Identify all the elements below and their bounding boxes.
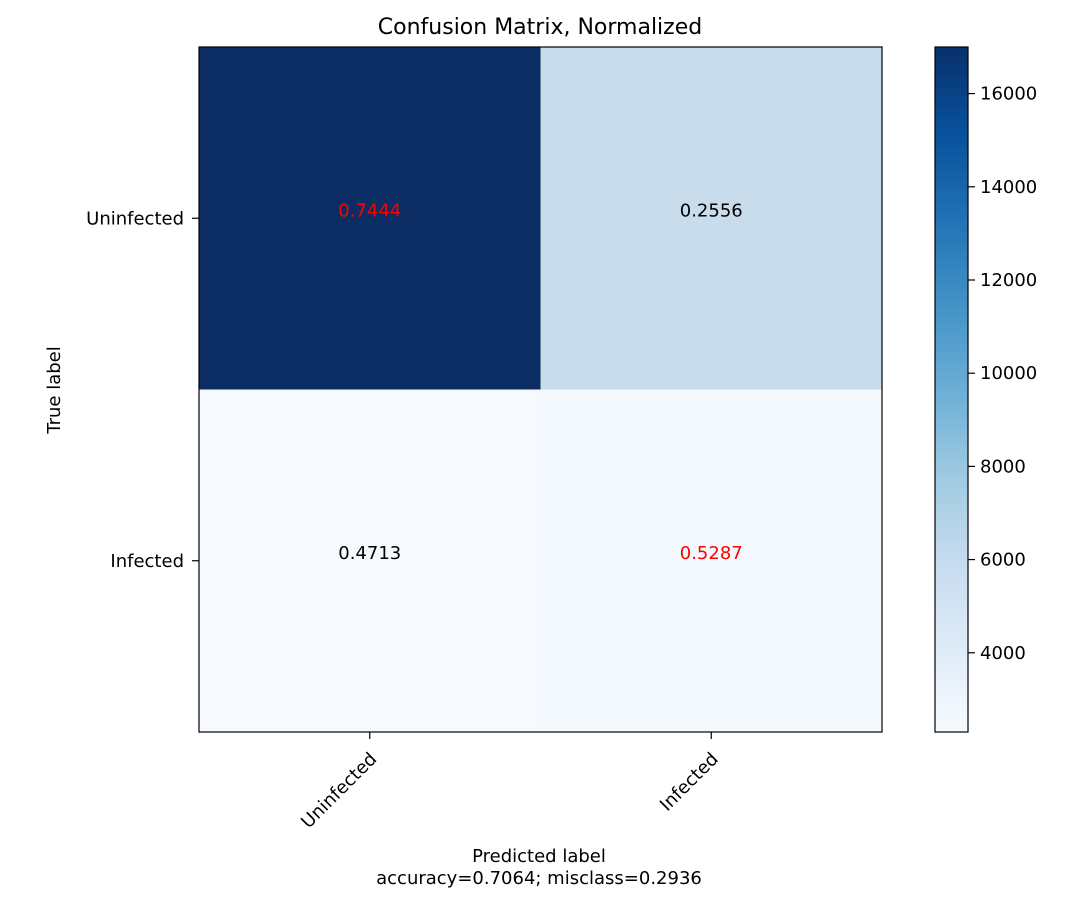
y-tick-label: Infected: [110, 551, 184, 572]
colorbar-ticks: 4000 6000 8000 10000 12000 14000 16000: [968, 84, 1037, 664]
x-tick-label: Uninfected: [297, 749, 381, 833]
cell-value-label: 0.5287: [680, 543, 743, 564]
colorbar-tick-label: 10000: [980, 363, 1037, 384]
cell-value-label: 0.7444: [338, 200, 401, 221]
heatmap-cells: [199, 47, 882, 732]
colorbar-tick-label: 8000: [980, 456, 1026, 477]
heatmap-cell: [540, 389, 882, 732]
chart-title: Confusion Matrix, Normalized: [378, 15, 702, 40]
cell-value-label: 0.4713: [338, 543, 401, 564]
colorbar-tick-label: 6000: [980, 550, 1026, 571]
y-tick-label: Uninfected: [86, 208, 184, 229]
x-tick-label: Infected: [656, 749, 723, 816]
heatmap-cell: [199, 47, 541, 390]
colorbar-tick-label: 14000: [980, 177, 1037, 198]
plot-frame: [198, 46, 883, 733]
accuracy-caption: accuracy=0.7064; misclass=0.2936: [376, 868, 702, 889]
cell-value-label: 0.2556: [680, 200, 743, 221]
y-axis: Uninfected Infected: [86, 208, 199, 572]
heatmap-cell: [540, 47, 882, 390]
y-axis-label: True label: [44, 346, 65, 435]
colorbar-tick-label: 16000: [980, 84, 1037, 105]
colorbar-tick-label: 4000: [980, 643, 1026, 664]
cell-labels: 0.7444 0.2556 0.4713 0.5287: [338, 200, 742, 564]
colorbar: [934, 46, 969, 733]
heatmap-cell: [199, 389, 541, 732]
x-axis: Uninfected Infected: [297, 732, 723, 833]
x-axis-label: Predicted label: [472, 846, 606, 867]
colorbar-tick-label: 12000: [980, 270, 1037, 291]
